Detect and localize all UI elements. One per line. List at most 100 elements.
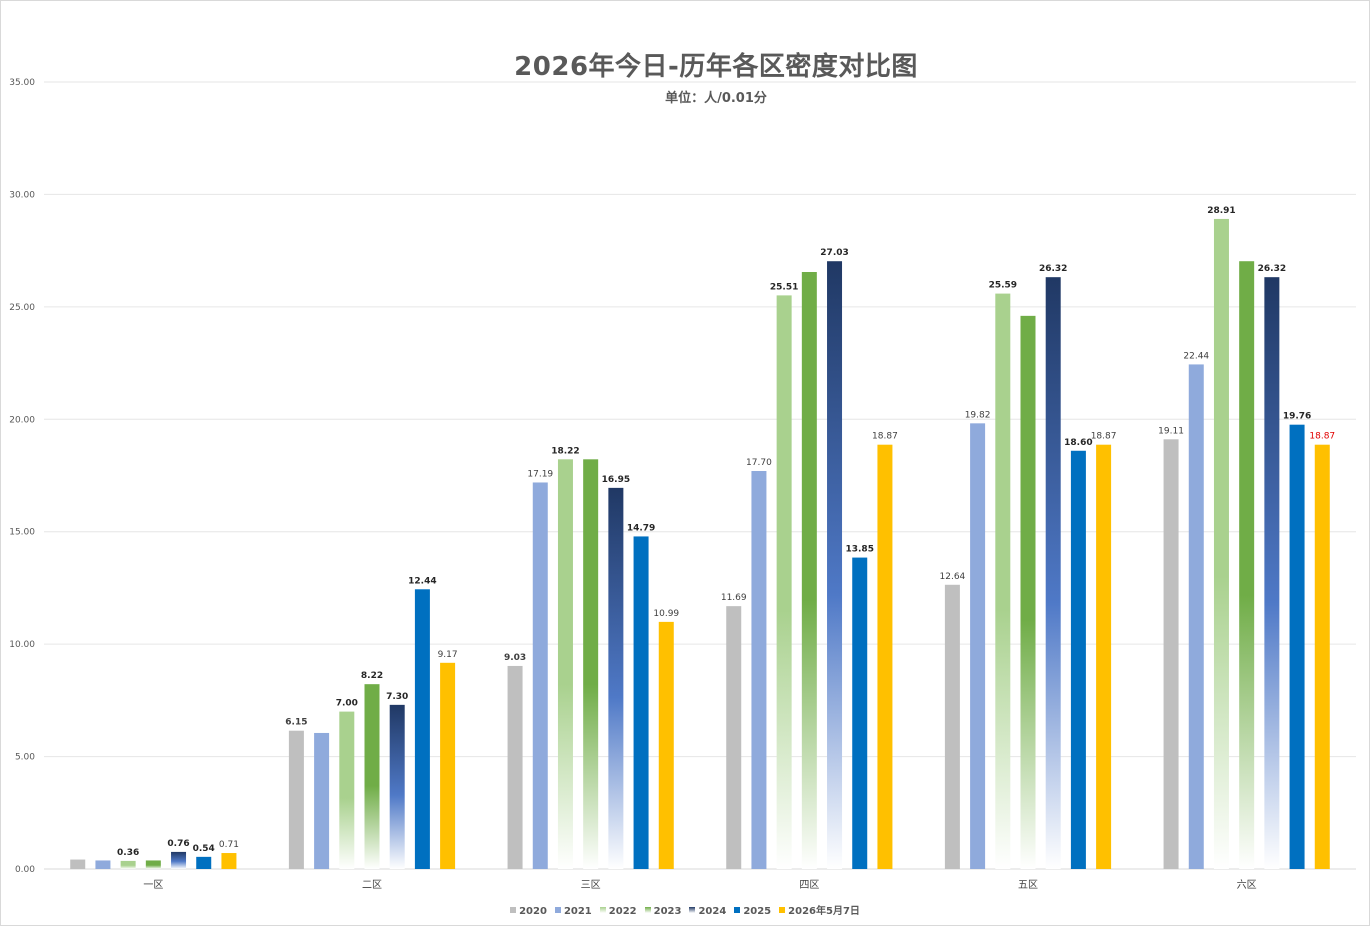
legend-label: 2025 <box>743 906 772 917</box>
legend-label: 2022 <box>608 906 637 917</box>
data-label: 14.79 <box>627 523 655 533</box>
bar-2022 <box>120 860 136 869</box>
chart-subtitle: 单位：人/0.01分 <box>665 91 767 106</box>
bar-2021 <box>751 471 767 869</box>
bar-2023 <box>583 459 599 869</box>
legend-swatch <box>779 907 786 913</box>
bar-2022 <box>339 711 355 869</box>
bar-2020 <box>1163 439 1179 869</box>
legend-swatch <box>689 907 696 913</box>
data-label: 12.44 <box>408 576 436 586</box>
legend-item: 2020 <box>510 906 547 917</box>
y-tick-label: 5.00 <box>15 753 35 763</box>
bar-2024 <box>1045 277 1061 869</box>
y-tick-label: 20.00 <box>9 415 35 425</box>
bar-2020 <box>944 584 960 869</box>
bar-2025 <box>852 557 868 869</box>
data-label: 18.22 <box>551 446 579 456</box>
data-label: 8.22 <box>361 671 383 681</box>
bar-2020 <box>507 665 523 869</box>
bar-2025 <box>633 536 649 869</box>
y-tick-label: 10.00 <box>9 640 35 650</box>
data-label: 11.69 <box>721 593 747 603</box>
bar-2026年5月7日 <box>1314 444 1330 869</box>
legend-swatch <box>510 907 517 913</box>
bar-2020 <box>726 606 742 869</box>
y-tick-label: 0.00 <box>15 865 35 875</box>
legend-swatch <box>734 907 741 913</box>
legend-label: 2023 <box>653 906 682 917</box>
axes: 0.00 5.00 10.00 15.00 20.00 25.00 30.00 35.00 一区… <box>9 78 1256 891</box>
x-category-label: 一区 <box>143 879 163 891</box>
data-labels: 0.36 0.76 0.54 0.71 6.15 7.00 8.22 7.30 12.44 9.1… <box>117 206 1335 858</box>
legend-label: 2024 <box>698 906 727 917</box>
y-tick-label: 30.00 <box>9 190 35 200</box>
data-label: 0.71 <box>219 840 239 850</box>
x-category-label: 三区 <box>581 879 601 891</box>
data-label: 17.19 <box>527 469 553 479</box>
data-label: 25.51 <box>770 282 798 292</box>
bar-2021 <box>314 732 330 869</box>
bar-2025 <box>414 589 430 869</box>
data-label: 9.03 <box>504 653 526 663</box>
data-label: 6.15 <box>285 718 307 728</box>
x-category-label: 二区 <box>362 879 382 891</box>
data-label: 0.36 <box>117 848 139 858</box>
chart-title: 2026年今日-历年各区密度对比图 <box>514 52 918 82</box>
legend-item: 2021 <box>554 906 592 917</box>
data-label: 10.99 <box>653 609 679 619</box>
bar-2023 <box>801 272 817 869</box>
legend-label: 2020 <box>519 906 547 917</box>
data-label: 27.03 <box>820 248 848 258</box>
bar-2021 <box>532 482 548 869</box>
data-label: 0.76 <box>167 839 189 849</box>
data-label: 12.64 <box>940 572 966 582</box>
bar-2021 <box>1188 364 1204 869</box>
data-label: 19.11 <box>1158 426 1184 436</box>
bar-2020 <box>70 859 86 869</box>
bar-2023 <box>364 684 380 869</box>
bar-2025 <box>196 856 212 869</box>
data-label: 26.32 <box>1039 264 1067 274</box>
bar-2025 <box>1070 450 1086 869</box>
chart-legend: 2020 2021 2022 2023 2024 2025 2026年5月7日 <box>0 902 1370 917</box>
bar-2024 <box>389 704 405 869</box>
data-label: 19.76 <box>1283 412 1311 422</box>
bar-2023 <box>1020 315 1036 869</box>
y-tick-label: 15.00 <box>9 528 35 538</box>
bar-2026年5月7日 <box>221 853 237 869</box>
bars <box>70 218 1330 870</box>
data-label: 26.32 <box>1258 264 1286 274</box>
bar-2026年5月7日 <box>877 444 893 869</box>
x-category-label: 五区 <box>1018 879 1038 891</box>
bar-2023 <box>145 860 161 869</box>
bar-2024 <box>827 261 843 869</box>
bar-2022 <box>1213 218 1229 870</box>
bar-2022 <box>995 293 1011 869</box>
legend-item: 2023 <box>644 906 682 917</box>
data-label: 22.44 <box>1183 351 1209 361</box>
gridlines <box>44 81 1356 870</box>
data-label: 0.54 <box>193 844 215 854</box>
y-tick-label: 35.00 <box>9 78 35 88</box>
data-label: 28.91 <box>1207 206 1235 216</box>
data-label: 19.82 <box>965 410 991 420</box>
legend-swatch <box>554 907 561 913</box>
bar-2026年5月7日 <box>658 621 674 869</box>
data-label: 18.87 <box>872 432 898 442</box>
bar-2022 <box>557 459 573 869</box>
data-label: 17.70 <box>746 458 772 468</box>
bar-2024 <box>608 487 624 869</box>
data-label: 18.60 <box>1064 438 1092 448</box>
bar-2021 <box>970 423 986 869</box>
bar-2021 <box>95 860 111 869</box>
bar-2020 <box>288 730 304 869</box>
bar-2026年5月7日 <box>440 662 456 869</box>
legend-item: 2025 <box>734 906 771 917</box>
data-label: 25.59 <box>989 281 1017 291</box>
data-label: 16.95 <box>602 475 630 485</box>
legend-item: 2022 <box>599 906 637 917</box>
legend-item: 2026年5月7日 <box>779 902 860 917</box>
